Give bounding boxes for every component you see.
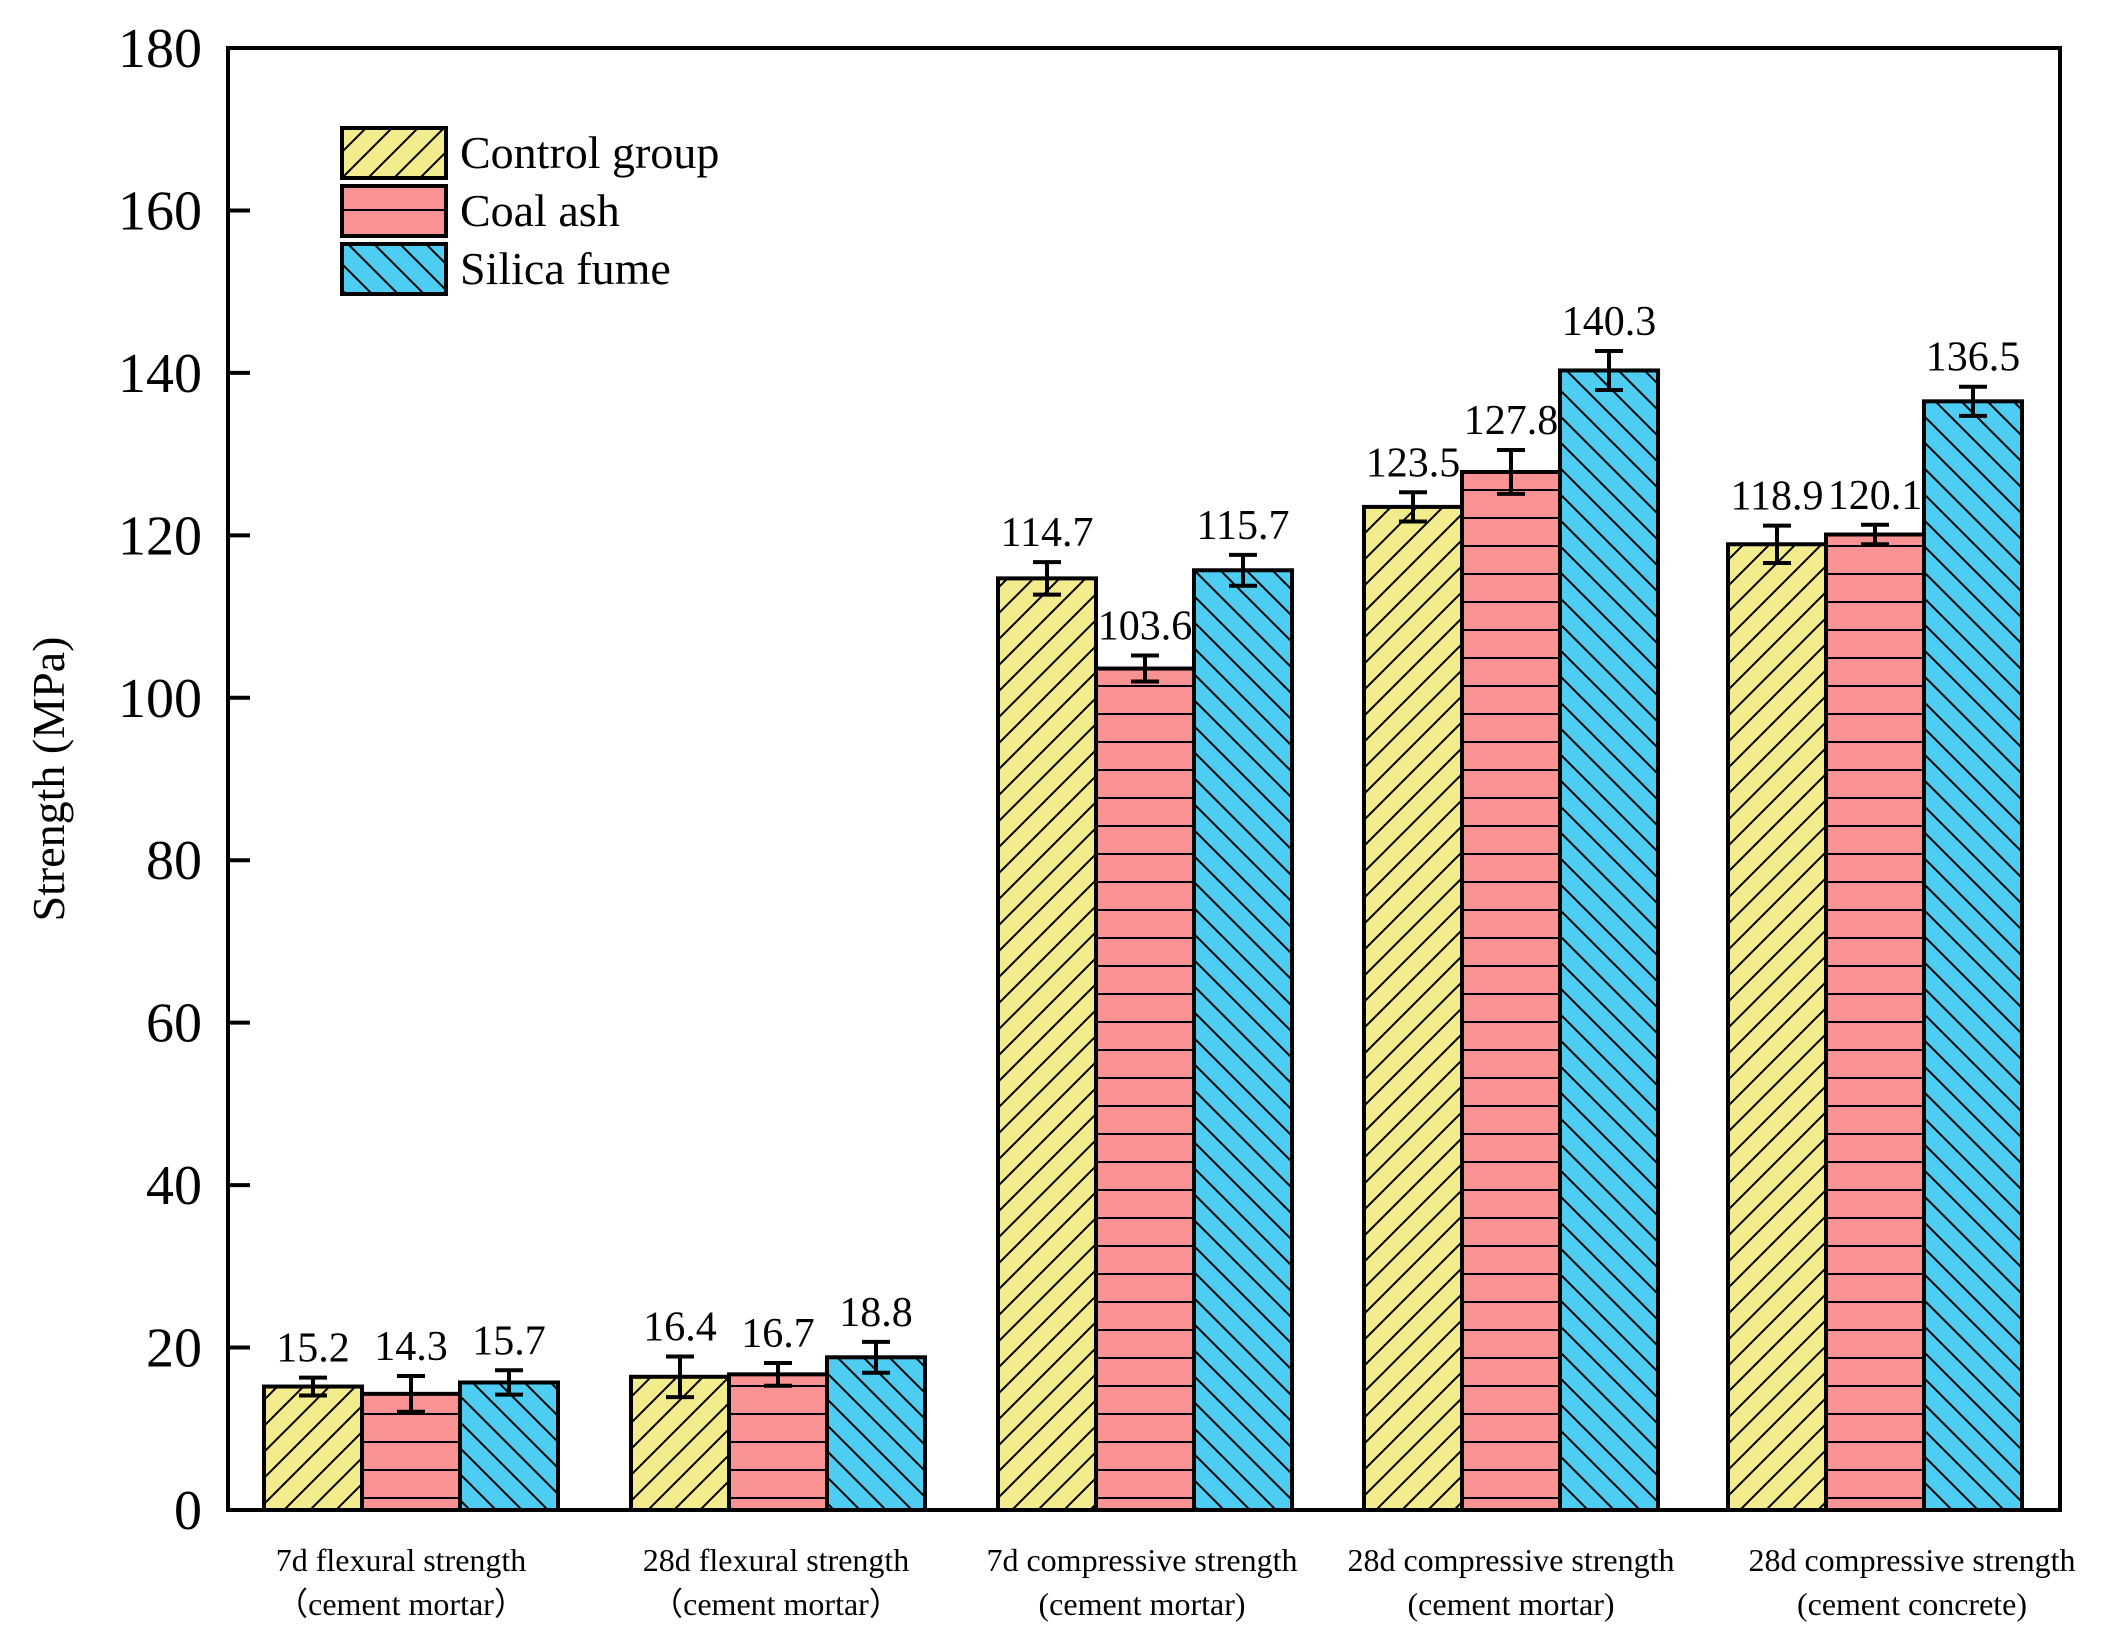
data-label: 120.1 (1828, 473, 1923, 519)
category-label-line2: (cement mortar) (1408, 1586, 1615, 1622)
legend-label: Silica fume (460, 243, 671, 294)
data-label: 103.6 (1098, 604, 1193, 650)
bar-silica-fume (825, 1355, 927, 1513)
category-label-line1: 28d flexural strength (643, 1542, 910, 1578)
data-label: 127.8 (1464, 398, 1559, 444)
y-tick-label: 100 (118, 668, 202, 730)
category-label-line2: （cement mortar） (276, 1586, 526, 1622)
data-label: 114.7 (1001, 510, 1094, 556)
bar-silica-fume (1192, 568, 1294, 1512)
bar-coal-ash (727, 1372, 829, 1512)
bar-coal-ash (1460, 469, 1562, 1513)
data-label: 14.3 (374, 1324, 448, 1370)
bar-silica-fume (1558, 368, 1660, 1512)
bar-silica-fume (1922, 399, 2024, 1513)
y-axis-label: Strength (MPa) (23, 637, 74, 922)
category-label-line1: 28d compressive strength (1347, 1542, 1674, 1578)
y-tick-label: 40 (146, 1155, 202, 1217)
bar-coal-ash (360, 1391, 462, 1512)
bar-silica-fume (458, 1380, 560, 1512)
bar-control-group (1726, 542, 1828, 1512)
legend-swatch-control-group (340, 126, 448, 180)
data-label: 123.5 (1366, 440, 1461, 486)
category-label-line1: 7d flexural strength (276, 1542, 527, 1578)
data-label: 15.2 (276, 1326, 350, 1372)
bar-coal-ash (1824, 532, 1926, 1512)
category-label-line2: (cement mortar) (1039, 1586, 1246, 1622)
legend-swatch-silica-fume (340, 242, 448, 296)
bar-coal-ash (1094, 666, 1196, 1512)
category-label-line2: (cement concrete) (1797, 1586, 2027, 1622)
legend-label: Coal ash (460, 185, 620, 236)
bar-control-group (1362, 504, 1464, 1512)
data-label: 16.7 (741, 1311, 815, 1357)
y-tick-label: 20 (146, 1318, 202, 1380)
data-label: 16.4 (643, 1304, 717, 1350)
y-tick-label: 140 (118, 343, 202, 405)
bar-control-group (262, 1384, 364, 1513)
data-label: 18.8 (839, 1290, 913, 1336)
category-label-line2: （cement mortar） (651, 1586, 901, 1622)
data-label: 115.7 (1197, 503, 1290, 549)
data-label: 136.5 (1926, 335, 2021, 381)
data-label: 15.7 (472, 1318, 546, 1364)
category-label-line1: 7d compressive strength (986, 1542, 1297, 1578)
y-tick-label: 160 (118, 180, 202, 242)
y-tick-label: 0 (174, 1480, 202, 1542)
data-label: 140.3 (1562, 299, 1657, 345)
bar-control-group (996, 576, 1098, 1512)
y-tick-label: 60 (146, 993, 202, 1055)
legend-swatch-coal-ash (340, 184, 448, 238)
data-label: 118.9 (1731, 474, 1824, 520)
legend-label: Control group (460, 127, 719, 178)
y-tick-label: 120 (118, 505, 202, 567)
category-label-line1: 28d compressive strength (1748, 1542, 2075, 1578)
y-tick-label: 80 (146, 830, 202, 892)
y-tick-label: 180 (118, 18, 202, 80)
